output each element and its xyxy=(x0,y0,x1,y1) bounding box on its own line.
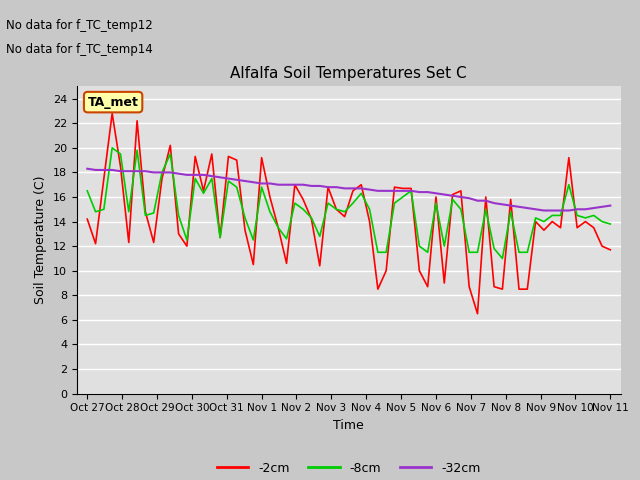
Text: No data for f_TC_temp14: No data for f_TC_temp14 xyxy=(6,43,153,56)
Title: Alfalfa Soil Temperatures Set C: Alfalfa Soil Temperatures Set C xyxy=(230,66,467,81)
Y-axis label: Soil Temperature (C): Soil Temperature (C) xyxy=(35,176,47,304)
Text: No data for f_TC_temp12: No data for f_TC_temp12 xyxy=(6,19,153,32)
Legend: -2cm, -8cm, -32cm: -2cm, -8cm, -32cm xyxy=(212,456,486,480)
X-axis label: Time: Time xyxy=(333,419,364,432)
Text: TA_met: TA_met xyxy=(88,96,138,108)
